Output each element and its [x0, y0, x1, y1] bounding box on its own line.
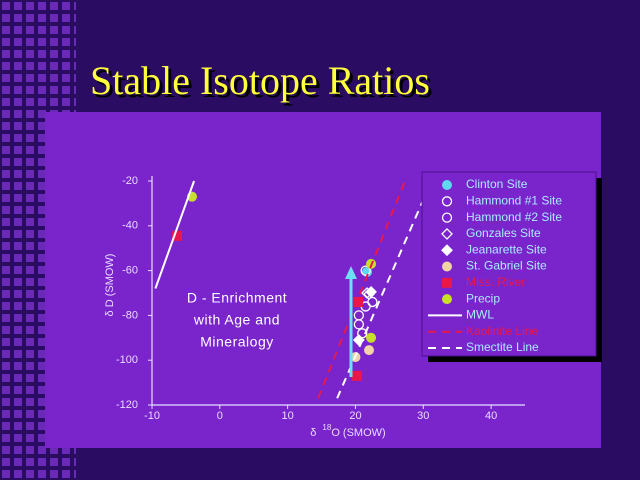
legend-swatch [442, 294, 452, 305]
y-tick-label: -60 [122, 265, 138, 277]
point [365, 285, 377, 298]
legend-label: St. Gabriel Site [466, 259, 547, 273]
legend-swatch [442, 261, 452, 272]
point [360, 265, 371, 276]
x-tick-label: 0 [217, 410, 223, 422]
x-tick-label: 40 [485, 410, 497, 422]
legend-items: Clinton Site Hammond #1 Site Hammond #2 Si… [428, 177, 562, 354]
point [364, 345, 375, 356]
x-tick-label: 20 [349, 410, 361, 422]
reference-line [317, 180, 406, 399]
annotation: with Age and [193, 312, 280, 328]
x-tick-label: 10 [282, 410, 294, 422]
x-tick-label: -10 [144, 410, 160, 422]
y-tick-label: -40 [122, 220, 138, 232]
title-shadow: Stable Isotope Ratios [93, 61, 433, 106]
legend-label: Miss. River [466, 275, 525, 289]
point [367, 296, 378, 308]
legend-label: Jeanarette Site [466, 242, 547, 256]
point [353, 296, 364, 307]
x-axis-label: δ 18O (SMOW) [310, 423, 385, 439]
legend-label: Hammond #2 Site [466, 210, 562, 224]
legend-label: Gonzales Site [466, 226, 541, 240]
legend-swatch [441, 196, 453, 207]
chart-title: Stable Isotope Ratios [90, 58, 430, 103]
y-tick-label: -120 [116, 399, 138, 411]
point [366, 332, 377, 343]
legend-swatch [441, 244, 453, 257]
legend-label: Hammond #1 Site [466, 193, 562, 207]
arrow-head [345, 266, 357, 279]
y-tick-label: -80 [122, 309, 138, 321]
reference-line [154, 180, 195, 289]
y-tick-label: -100 [116, 354, 138, 366]
legend-label: Kaolinite Line [466, 324, 538, 338]
legend-swatch [442, 277, 452, 288]
legend-label: Smectite Line [466, 340, 539, 354]
legend-swatch [441, 227, 453, 240]
point [172, 230, 183, 241]
legend-label: Clinton Site [466, 177, 528, 191]
legend-label: MWL [466, 308, 494, 322]
legend-swatch [441, 212, 453, 223]
point [353, 319, 364, 330]
x-tick-label: 30 [417, 410, 429, 422]
plot-area [154, 180, 433, 399]
reference-line [336, 180, 433, 399]
annotation: Mineralogy [200, 334, 273, 350]
annotation: D - Enrichment [187, 290, 287, 306]
y-tick-label: -20 [122, 175, 138, 187]
point [351, 370, 362, 381]
legend-label: Precip [466, 291, 500, 305]
legend-swatch [442, 180, 452, 190]
y-axis-label: δ D (SMOW) [104, 254, 116, 317]
